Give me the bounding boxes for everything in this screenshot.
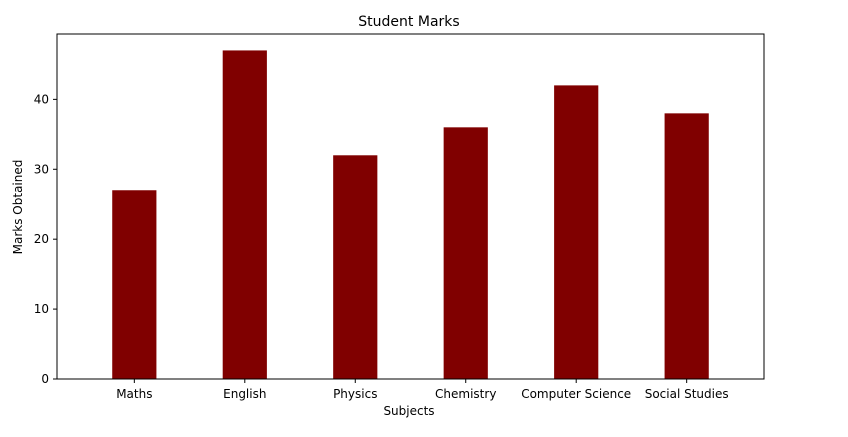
bar-physics — [333, 155, 378, 379]
bar-social-studies — [664, 113, 709, 379]
x-tick-label: Maths — [116, 387, 152, 401]
bar-chemistry — [443, 127, 488, 379]
y-tick-label: 10 — [34, 302, 49, 316]
x-tick-label: Chemistry — [435, 387, 496, 401]
x-tick-label: Computer Science — [521, 387, 631, 401]
x-tick-label: English — [223, 387, 266, 401]
bar-english — [222, 50, 267, 380]
x-tick-label: Physics — [333, 387, 377, 401]
y-axis-ticks: 0 10 20 30 40 — [34, 92, 57, 386]
y-tick-label: 0 — [41, 372, 49, 386]
y-tick-label: 40 — [34, 92, 49, 106]
x-tick-label: Social Studies — [645, 387, 729, 401]
x-axis-label: Subjects — [383, 404, 434, 418]
y-tick-label: 20 — [34, 232, 49, 246]
bar-computer-science — [554, 85, 599, 379]
bars-group — [112, 50, 709, 380]
bar-maths — [112, 190, 157, 379]
y-axis-label: Marks Obtained — [11, 160, 25, 255]
plot-area-frame — [56, 33, 765, 380]
chart-title: Student Marks — [358, 14, 459, 30]
y-tick-label: 30 — [34, 162, 49, 176]
x-axis-ticks: Maths English Physics Chemistry Computer Sci… — [116, 379, 729, 401]
